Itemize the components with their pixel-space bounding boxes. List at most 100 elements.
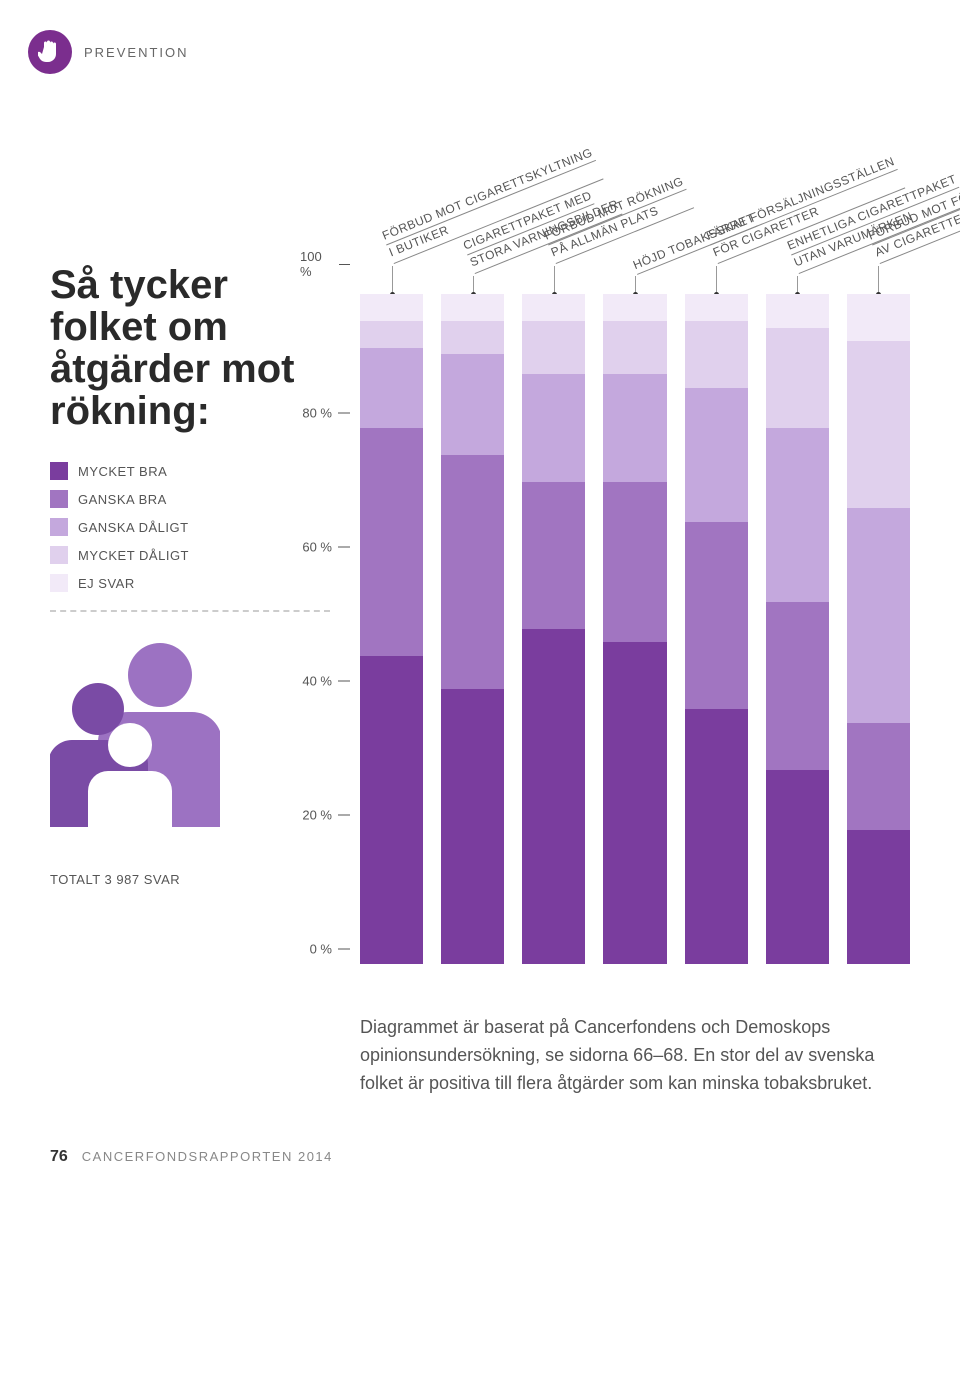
chart-container: Så tycker folket om åtgärder mot rökning…	[50, 94, 910, 964]
legend-swatch	[50, 462, 68, 480]
y-tick: 60 %	[302, 540, 350, 555]
bar-segment	[603, 482, 666, 643]
y-tick-mark	[338, 681, 350, 682]
bar-segment	[685, 321, 748, 388]
bar-segment	[847, 508, 910, 722]
bar-segment	[441, 455, 504, 690]
y-axis: 0 %20 %40 %60 %80 %100 %	[300, 294, 350, 964]
legend-item: GANSKA BRA	[50, 490, 330, 508]
bar-segment	[766, 602, 829, 770]
y-tick: 0 %	[310, 942, 350, 957]
bar	[847, 294, 910, 964]
bar-segment	[603, 374, 666, 481]
bar	[441, 294, 504, 964]
legend-swatch	[50, 574, 68, 592]
y-tick-label: 40 %	[302, 674, 332, 689]
bar-segment	[360, 321, 423, 348]
y-tick-label: 60 %	[302, 540, 332, 555]
page-header: PREVENTION	[50, 30, 910, 74]
page-footer: 76 CANCERFONDSRAPPORTEN 2014	[50, 1148, 910, 1166]
bar-segment	[360, 348, 423, 428]
leader-line	[635, 276, 636, 294]
bar-segment	[766, 428, 829, 602]
legend-label: GANSKA BRA	[78, 492, 167, 507]
y-tick-label: 80 %	[302, 406, 332, 421]
page-number: 76	[50, 1148, 68, 1166]
bar-segment	[441, 321, 504, 355]
bar-segment	[441, 294, 504, 321]
bar-segment	[360, 294, 423, 321]
y-tick-mark	[338, 547, 350, 548]
bar-segment	[522, 374, 585, 481]
bars-group	[350, 294, 910, 964]
legend: MYCKET BRA GANSKA BRA GANSKA DÅLIGT MYCKET …	[50, 462, 330, 592]
bar-segment	[685, 294, 748, 321]
legend-item: MYCKET BRA	[50, 462, 330, 480]
legend-label: MYCKET DÅLIGT	[78, 548, 189, 563]
people-icon	[50, 637, 330, 832]
section-label: PREVENTION	[84, 45, 189, 60]
category-labels: FÖRBUD MOT CIGARETTSKYLTNINGI BUTIKERCIG…	[350, 94, 910, 294]
bar	[766, 294, 829, 964]
bar-segment	[847, 830, 910, 964]
leader-line	[392, 266, 393, 294]
leader-line	[473, 276, 474, 294]
y-tick-label: 100 %	[300, 249, 333, 279]
leader-line	[716, 266, 717, 294]
total-responses-label: TOTALT 3 987 SVAR	[50, 872, 330, 887]
report-name: CANCERFONDSRAPPORTEN 2014	[82, 1149, 333, 1164]
y-tick: 100 %	[300, 249, 350, 279]
bar	[685, 294, 748, 964]
bar-segment	[441, 354, 504, 455]
leader-line	[797, 276, 798, 294]
legend-item: GANSKA DÅLIGT	[50, 518, 330, 536]
bar-segment	[847, 341, 910, 509]
chart-title: Så tycker folket om åtgärder mot rökning…	[50, 264, 330, 432]
bar-segment	[360, 656, 423, 964]
legend-swatch	[50, 490, 68, 508]
right-column: FÖRBUD MOT CIGARETTSKYLTNINGI BUTIKERCIG…	[350, 94, 910, 964]
bar-segment	[522, 629, 585, 964]
bar-segment	[522, 294, 585, 321]
bar-segment	[766, 294, 829, 328]
legend-label: MYCKET BRA	[78, 464, 167, 479]
bar	[522, 294, 585, 964]
legend-label: GANSKA DÅLIGT	[78, 520, 189, 535]
bar	[603, 294, 666, 964]
y-tick-mark	[338, 815, 350, 816]
y-tick: 20 %	[302, 808, 350, 823]
leader-line	[554, 266, 555, 294]
legend-label: EJ SVAR	[78, 576, 135, 591]
bar-segment	[603, 642, 666, 964]
plot-area: 0 %20 %40 %60 %80 %100 %	[350, 294, 910, 964]
bar-segment	[847, 294, 910, 341]
legend-item: MYCKET DÅLIGT	[50, 546, 330, 564]
y-tick: 80 %	[302, 406, 350, 421]
bar-segment	[360, 428, 423, 656]
bar-segment	[522, 482, 585, 629]
bar-segment	[603, 294, 666, 321]
y-tick-label: 20 %	[302, 808, 332, 823]
prevention-badge	[28, 30, 72, 74]
legend-swatch	[50, 518, 68, 536]
bar-segment	[847, 723, 910, 830]
legend-swatch	[50, 546, 68, 564]
y-tick: 40 %	[302, 674, 350, 689]
leader-line	[878, 266, 879, 294]
page: PREVENTION Så tycker folket om åtgärder …	[0, 0, 960, 1196]
bar-segment	[685, 388, 748, 522]
bar-segment	[685, 709, 748, 964]
legend-item: EJ SVAR	[50, 574, 330, 592]
bar-segment	[522, 321, 585, 375]
chart-caption: Diagrammet är baserat på Cancerfondens o…	[360, 1014, 900, 1098]
bar	[360, 294, 423, 964]
y-tick-label: 0 %	[310, 942, 332, 957]
y-tick-mark	[338, 413, 350, 414]
bar-segment	[685, 522, 748, 710]
bar-segment	[441, 689, 504, 964]
y-tick-mark	[339, 264, 350, 265]
bar-segment	[766, 328, 829, 429]
y-tick-mark	[338, 949, 350, 950]
divider	[50, 610, 330, 612]
bar-segment	[603, 321, 666, 375]
